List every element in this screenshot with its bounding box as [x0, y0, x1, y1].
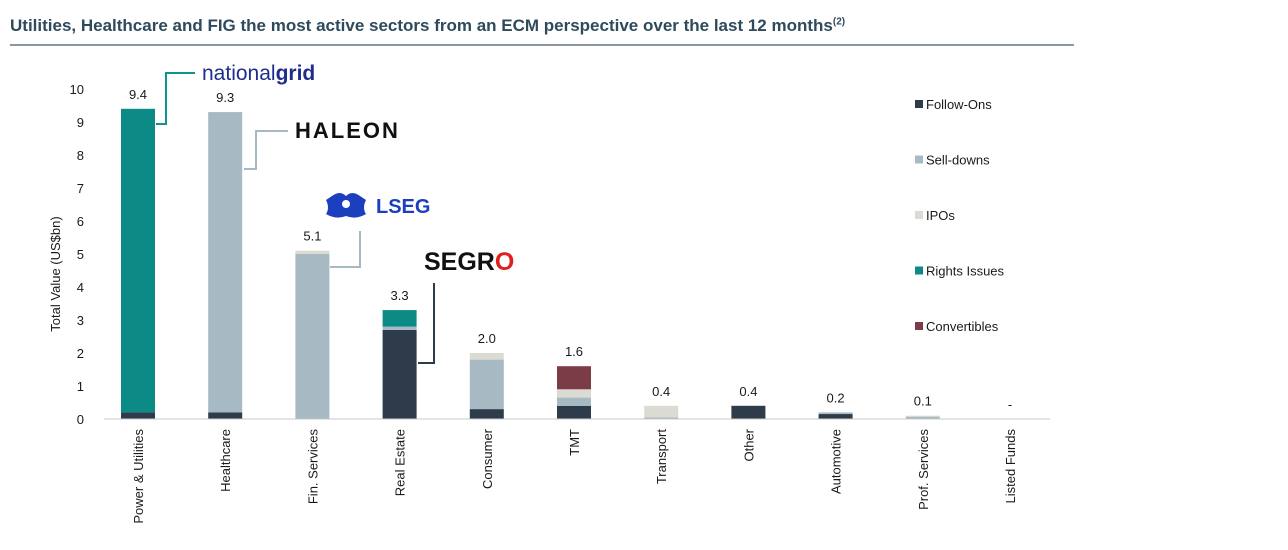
x-axis: Power & Utilities Healthcare Fin. Services…	[104, 418, 1050, 524]
bar-rights-issues-power-utilities	[121, 108, 155, 413]
total-label: 0.4	[652, 384, 670, 399]
x-tick-label: Listed Funds	[1003, 429, 1018, 504]
x-tick-label: Fin. Services	[305, 429, 320, 505]
legend-swatch	[915, 266, 923, 275]
bar-follow-ons-other	[731, 405, 766, 419]
bar-sell-downs-automotive	[818, 412, 853, 415]
national-grid-logo: nationalgrid	[202, 62, 315, 85]
bar-convertibles-tmt	[557, 366, 591, 390]
legend-swatch	[915, 100, 923, 108]
total-labels: 9.4 9.3 5.1 3.3 2.0 1.6 0.4 0.4 0.2 0.1 -	[129, 87, 1012, 412]
segro-logo-prefix: SEGR	[424, 248, 495, 276]
y-tick-label: 9	[77, 115, 84, 130]
bar-follow-ons-consumer	[469, 409, 504, 419]
bar-sell-downs-consumer	[469, 359, 504, 410]
total-label: 2.0	[478, 331, 496, 346]
total-label: 1.6	[565, 344, 583, 359]
total-label: 5.1	[303, 229, 321, 244]
y-axis: 0 1 2 3 4 5 6 7 8 9 10 Total Value (US$bn)	[48, 82, 84, 427]
legend-swatch	[915, 155, 923, 164]
national-grid-logo-light: national	[202, 62, 276, 85]
bar-ipos-consumer	[469, 353, 504, 360]
bar-follow-ons-automotive	[818, 414, 853, 419]
bar-sell-downs-fin-services	[295, 254, 330, 419]
lseg-crest-icon	[326, 193, 366, 218]
x-tick-label: Prof. Services	[916, 429, 931, 510]
x-tick-label: Transport	[654, 429, 669, 485]
y-tick-label: 10	[70, 82, 84, 97]
legend-label: IPOs	[926, 208, 955, 223]
bar-ipos-fin-services	[295, 250, 330, 254]
legend-swatch	[915, 211, 923, 219]
legend-swatch	[915, 322, 923, 330]
national-grid-logo-bold: grid	[276, 62, 316, 85]
y-tick-label: 5	[77, 247, 84, 262]
total-label: 0.2	[827, 390, 845, 405]
y-tick-label: 0	[77, 412, 84, 427]
x-tick-label: Healthcare	[218, 429, 233, 492]
bar-sell-downs-tmt	[557, 397, 591, 406]
legend-label: Sell-downs	[926, 153, 990, 168]
lseg-logo: LSEG	[376, 196, 430, 218]
y-tick-label: 8	[77, 148, 84, 163]
x-tick-label: Power & Utilities	[131, 429, 146, 524]
bar-sell-downs-prof-services	[905, 416, 940, 419]
total-label: 0.1	[914, 394, 932, 409]
legend-label: Convertibles	[926, 319, 999, 334]
bar-ipos-tmt	[557, 389, 591, 398]
total-label: 0.4	[739, 384, 757, 399]
bar-sell-downs-real-estate	[382, 326, 417, 330]
bar-rights-issues-real-estate	[382, 310, 417, 327]
bar-follow-ons-healthcare	[208, 412, 243, 419]
bar-ipos-transport	[644, 405, 679, 418]
bar-follow-ons-tmt	[557, 405, 591, 419]
x-tick-label: Other	[741, 428, 756, 461]
legend-label: Rights Issues	[926, 264, 1005, 279]
y-axis-label: Total Value (US$bn)	[48, 216, 63, 331]
segro-logo-ring: O	[495, 248, 514, 276]
logo-callouts: nationalgrid HALEON LSEG SEGRO	[156, 62, 514, 364]
y-tick-label: 6	[77, 214, 84, 229]
x-tick-label: Automotive	[829, 429, 844, 494]
national-grid-leader-line	[156, 72, 195, 125]
total-label: 9.4	[129, 87, 147, 102]
segro-logo: SEGRO	[424, 248, 514, 276]
bar-follow-ons-real-estate	[382, 329, 417, 419]
haleon-logo: HALEON	[295, 118, 400, 143]
lseg-leader-line	[330, 231, 361, 268]
y-tick-label: 7	[77, 181, 84, 196]
title-footnote: (2)	[832, 16, 846, 28]
segro-leader-line	[418, 283, 435, 364]
legend-label: Follow-Ons	[926, 97, 992, 112]
bars	[121, 108, 940, 419]
total-label: 9.3	[216, 90, 234, 105]
page-title: Utilities, Healthcare and FIG the most a…	[10, 16, 845, 36]
y-tick-label: 3	[77, 313, 84, 328]
bar-ipos-prof-services	[905, 415, 940, 417]
y-tick-label: 2	[77, 346, 84, 361]
total-label: -	[1008, 397, 1012, 412]
x-tick-label: Real Estate	[393, 429, 408, 496]
x-tick-label: Consumer	[480, 428, 495, 489]
haleon-leader-line	[244, 130, 288, 170]
x-tick-label: TMT	[567, 429, 582, 456]
legend: Follow-Ons Sell-downs IPOs Rights Issues Con…	[915, 97, 1005, 334]
title-divider	[10, 44, 1074, 46]
y-tick-label: 1	[77, 379, 84, 394]
bar-follow-ons-power-utilities	[121, 412, 155, 419]
bar-sell-downs-healthcare	[208, 112, 243, 413]
y-tick-label: 4	[77, 280, 84, 295]
bar-sell-downs-transport	[644, 417, 679, 419]
total-label: 3.3	[391, 288, 409, 303]
title-text: Utilities, Healthcare and FIG the most a…	[10, 16, 833, 35]
